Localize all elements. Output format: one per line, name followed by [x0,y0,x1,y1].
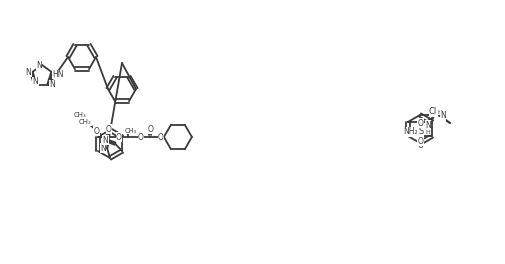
Text: O: O [418,136,424,145]
Text: N: N [100,144,106,153]
Text: O: O [93,127,99,136]
Text: O: O [148,125,154,134]
Text: N: N [103,136,108,145]
Text: CH₃: CH₃ [125,128,137,134]
Text: N: N [26,68,31,77]
Text: S: S [418,128,424,136]
Text: NH₂: NH₂ [403,128,418,136]
Text: H: H [438,110,442,115]
Text: O: O [106,125,112,134]
Text: N: N [33,77,38,86]
Text: Cl: Cl [429,107,437,116]
Text: O: O [158,133,164,142]
Text: O: O [138,133,144,142]
Text: HN: HN [53,70,64,79]
Text: H: H [426,130,430,134]
Text: O: O [417,142,423,150]
Text: CH₃: CH₃ [74,112,87,118]
Text: CH₂: CH₂ [79,119,92,125]
Text: O: O [417,121,423,130]
Text: N: N [425,120,431,130]
Text: O: O [418,119,424,128]
Text: N: N [440,111,446,120]
Text: O: O [116,133,122,142]
Text: S: S [418,131,423,140]
Text: N: N [49,81,56,89]
Text: N: N [36,60,42,69]
